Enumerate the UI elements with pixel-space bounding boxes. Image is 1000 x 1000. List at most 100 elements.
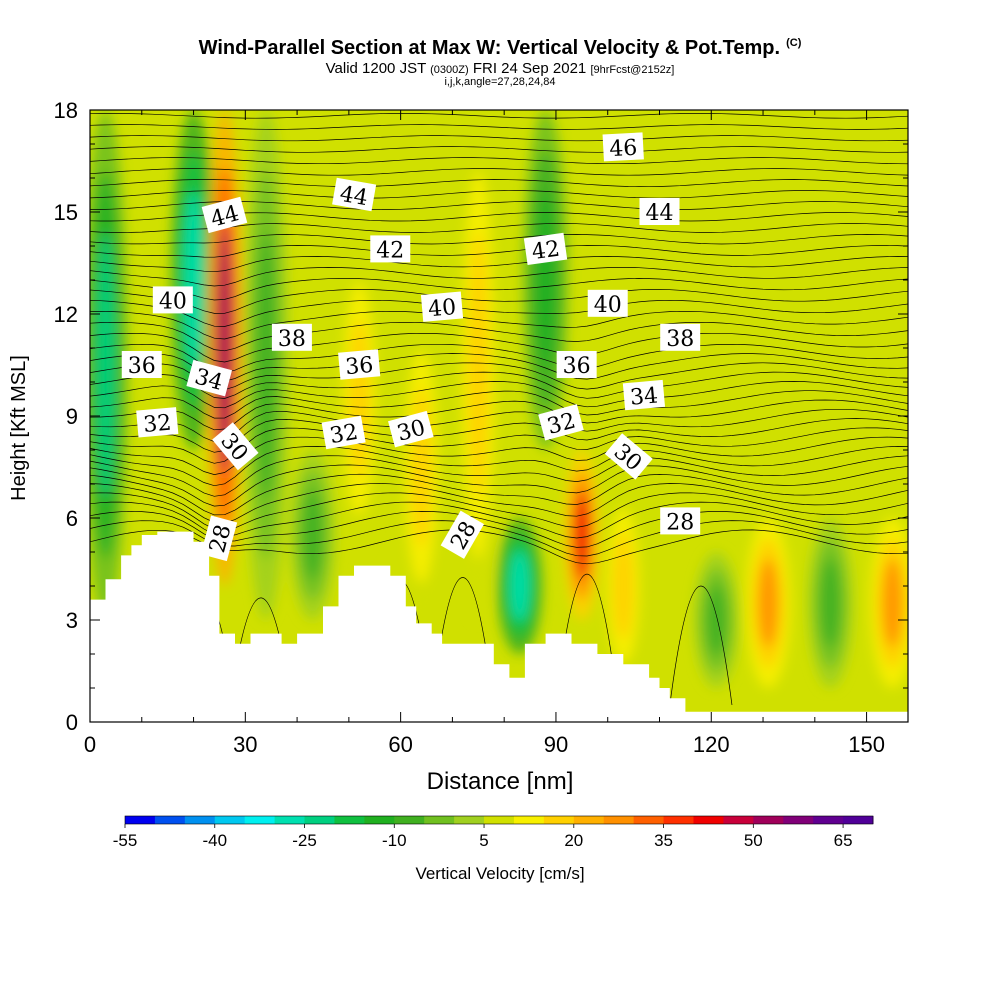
theta-contour-line — [90, 321, 908, 352]
theta-contour-line — [90, 190, 908, 199]
contour-label-text: 36 — [128, 354, 156, 379]
y-tick-label: 6 — [66, 506, 78, 531]
y-tick-label: 12 — [54, 302, 78, 327]
contour-label-box — [201, 196, 248, 234]
contour-label-box — [639, 198, 680, 225]
theta-contour-line — [90, 332, 908, 363]
velocity-feature-1-2 — [183, 191, 204, 369]
colorbar-tick-label: 65 — [834, 831, 853, 850]
contour-label-box — [538, 404, 584, 441]
colorbar-swatch — [843, 816, 874, 824]
contour-label-text: 42 — [530, 237, 561, 266]
colorbar-tick-label: -40 — [202, 831, 227, 850]
contour-label-box — [152, 286, 193, 314]
chart-title: Wind-Parallel Section at Max W: Vertical… — [198, 37, 802, 59]
contour-label-box — [587, 289, 628, 317]
contour-label-34: 34 — [186, 359, 233, 397]
colorbar-swatch — [513, 816, 545, 824]
x-axis: 0 30 60 90 120 150 — [84, 110, 885, 757]
contour-label-42: 42 — [523, 232, 568, 266]
colorbar: -55 -40 -25 -10 5 20 35 50 65 — [113, 815, 874, 850]
x-tick-label: 90 — [544, 732, 568, 757]
theta-contour-line — [90, 157, 908, 165]
theta-contour-line — [90, 278, 908, 301]
contour-label-box — [212, 422, 259, 471]
contour-label-box — [420, 291, 464, 322]
theta-contour-line — [90, 299, 908, 327]
contour-label-box — [523, 232, 568, 266]
contour-label-box — [604, 433, 653, 480]
contour-label-box — [602, 132, 644, 162]
velocity-feature-11-2 — [613, 532, 634, 640]
colorbar-swatch — [663, 816, 694, 824]
contour-label-text: 46 — [609, 136, 638, 162]
theta-contour-line — [90, 446, 908, 487]
contour-label-box — [321, 415, 366, 450]
colorbar-label: Vertical Velocity [cm/s] — [415, 864, 585, 883]
x-tick-label: 30 — [233, 732, 257, 757]
colorbar-tick-label: 20 — [564, 831, 583, 850]
velocity-feature-5-2 — [349, 319, 370, 479]
colorbar-swatch — [394, 816, 425, 824]
velocity-feature-7-2 — [468, 232, 489, 498]
theta-contour-line — [90, 124, 908, 130]
chart-subtitle-indices: i,j,k,angle=27,28,24,84 — [444, 76, 556, 88]
contour-label-box — [622, 379, 666, 411]
contour-label-box — [186, 359, 233, 397]
contour-label-38: 38 — [271, 323, 312, 352]
colorbar-swatch — [753, 816, 784, 824]
colorbar-swatch — [573, 816, 605, 824]
theta-contour-line — [90, 455, 908, 497]
field-features — [90, 110, 908, 688]
theta-contour-line — [90, 146, 908, 153]
y-tick-label: 15 — [54, 200, 78, 225]
theta-contour-line — [90, 245, 908, 258]
contour-label-36: 36 — [121, 351, 162, 379]
theta-contour-line — [90, 113, 908, 119]
theta-contour-line — [90, 234, 908, 245]
colorbar-swatch — [154, 816, 186, 824]
colorbar-swatch — [304, 816, 335, 824]
theta-contour-line — [90, 91, 908, 96]
theta-contour-line — [90, 436, 908, 475]
contour-label-44: 44 — [639, 198, 680, 226]
y-axis-label: Height [Kft MSL] — [8, 355, 30, 501]
colorbar-swatch — [334, 816, 365, 824]
theta-contour-line — [90, 310, 908, 340]
terrain-mask — [90, 531, 908, 722]
y-tick-label: 9 — [66, 404, 78, 429]
contour-label-36: 36 — [338, 349, 381, 380]
contour-label-text: 32 — [328, 420, 360, 449]
colorbar-swatch — [484, 816, 515, 824]
colorbar-tick-label: -10 — [382, 831, 407, 850]
velocity-feature-0-2 — [95, 232, 116, 498]
velocity-feature-10-2 — [574, 490, 590, 580]
theta-contour-line — [90, 267, 908, 287]
theta-contour-line — [90, 427, 908, 464]
theta-contour-line — [90, 371, 908, 399]
terrain — [90, 531, 908, 722]
colorbar-swatch — [693, 816, 724, 824]
contour-label-44: 44 — [332, 177, 377, 212]
theta-contour-line — [90, 135, 908, 142]
colorbar-swatch — [214, 816, 246, 824]
contour-label-text: 38 — [666, 327, 694, 352]
colorbar-swatch — [603, 816, 635, 824]
contour-label-text: 38 — [278, 327, 306, 352]
theta-contour-line — [90, 69, 908, 74]
colorbar-swatch — [783, 816, 814, 824]
contour-label-40: 40 — [152, 286, 193, 314]
contour-label-text: 36 — [344, 353, 374, 380]
contour-label-34: 34 — [622, 379, 666, 411]
contour-label-42: 42 — [370, 235, 411, 263]
colorbar-tick-label: -25 — [292, 831, 317, 850]
colorbar-swatch — [364, 816, 395, 824]
contour-label-box — [660, 323, 701, 351]
contour-label-box — [370, 235, 411, 263]
contour-label-box — [136, 407, 179, 438]
contour-label-text: 36 — [563, 354, 591, 379]
theta-contour-line — [90, 289, 908, 314]
colorbar-tick-label: 5 — [479, 831, 488, 850]
